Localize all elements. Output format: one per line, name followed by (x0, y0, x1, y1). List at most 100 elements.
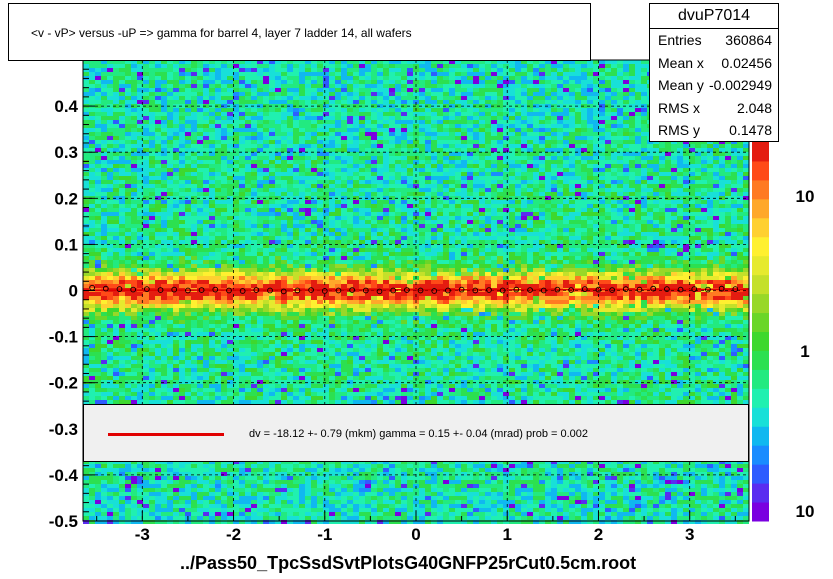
heatmap-cell (479, 228, 485, 232)
heatmap-cell (263, 128, 269, 132)
heatmap-cell (611, 144, 617, 148)
heatmap-cell (587, 132, 593, 136)
heatmap-cell (341, 72, 347, 76)
heatmap-cell (437, 172, 443, 176)
heatmap-cell (641, 180, 647, 184)
heatmap-cell (359, 84, 365, 88)
heatmap-cell (437, 140, 443, 144)
heatmap-cell (137, 228, 143, 232)
heatmap-cell (737, 200, 743, 204)
heatmap-cell (377, 80, 383, 84)
heatmap-cell (197, 68, 203, 72)
heatmap-cell (737, 152, 743, 156)
heatmap-cell (401, 212, 407, 216)
heatmap-cell (371, 112, 377, 116)
heatmap-cell (89, 240, 95, 244)
heatmap-cell (191, 88, 197, 92)
heatmap-cell (599, 156, 605, 160)
heatmap-cell (257, 152, 263, 156)
heatmap-cell (251, 80, 257, 84)
heatmap-cell (467, 88, 473, 92)
heatmap-cell (677, 200, 683, 204)
heatmap-cell (545, 100, 551, 104)
heatmap-cell (533, 120, 539, 124)
heatmap-cell (101, 88, 107, 92)
heatmap-cell (467, 208, 473, 212)
heatmap-cell (407, 180, 413, 184)
heatmap-cell (551, 228, 557, 232)
heatmap-cell (587, 224, 593, 228)
heatmap-cell (251, 108, 257, 112)
heatmap-cell (539, 72, 545, 76)
heatmap-cell (491, 204, 497, 208)
heatmap-cell (533, 88, 539, 92)
heatmap-cell (173, 176, 179, 180)
heatmap-cell (305, 132, 311, 136)
heatmap-cell (635, 80, 641, 84)
heatmap-cell (443, 228, 449, 232)
heatmap-cell (563, 144, 569, 148)
heatmap-cell (125, 92, 131, 96)
heatmap-cell (359, 220, 365, 224)
heatmap-cell (395, 148, 401, 152)
heatmap-cell (287, 88, 293, 92)
heatmap-cell (311, 60, 317, 64)
heatmap-cell (455, 108, 461, 112)
heatmap-cell (629, 208, 635, 212)
heatmap-cell (443, 72, 449, 76)
heatmap-cell (485, 128, 491, 132)
heatmap-cell (293, 228, 299, 232)
heatmap-cell (509, 76, 515, 80)
heatmap-cell (539, 148, 545, 152)
heatmap-cell (251, 208, 257, 212)
heatmap-cell (317, 84, 323, 88)
heatmap-cell (575, 148, 581, 152)
heatmap-cell (125, 96, 131, 100)
heatmap-cell (419, 68, 425, 72)
heatmap-cell (203, 192, 209, 196)
heatmap-cell (521, 72, 527, 76)
heatmap-cell (137, 72, 143, 76)
heatmap-cell (449, 188, 455, 192)
heatmap-cell (593, 148, 599, 152)
heatmap-cell (359, 176, 365, 180)
heatmap-cell (581, 132, 587, 136)
heatmap-cell (317, 216, 323, 220)
heatmap-cell (509, 68, 515, 72)
heatmap-cell (437, 60, 443, 64)
heatmap-cell (581, 108, 587, 112)
heatmap-cell (287, 84, 293, 88)
heatmap-cell (509, 128, 515, 132)
heatmap-cell (239, 228, 245, 232)
heatmap-cell (491, 68, 497, 72)
heatmap-cell (545, 152, 551, 156)
heatmap-cell (179, 84, 185, 88)
heatmap-cell (611, 200, 617, 204)
heatmap-cell (593, 84, 599, 88)
heatmap-cell (167, 204, 173, 208)
heatmap-cell (359, 168, 365, 172)
heatmap-cell (215, 72, 221, 76)
heatmap-cell (143, 92, 149, 96)
heatmap-cell (617, 224, 623, 228)
heatmap-cell (497, 140, 503, 144)
heatmap-cell (491, 208, 497, 212)
heatmap-cell (359, 156, 365, 160)
heatmap-cell (131, 184, 137, 188)
heatmap-cell (227, 124, 233, 128)
heatmap-cell (281, 72, 287, 76)
heatmap-cell (287, 132, 293, 136)
heatmap-cell (131, 228, 137, 232)
heatmap-cell (431, 168, 437, 172)
heatmap-cell (713, 156, 719, 160)
heatmap-cell (641, 132, 647, 136)
heatmap-cell (353, 100, 359, 104)
heatmap-cell (641, 108, 647, 112)
heatmap-cell (653, 172, 659, 176)
heatmap-cell (629, 168, 635, 172)
heatmap-cell (287, 212, 293, 216)
heatmap-cell (515, 208, 521, 212)
heatmap-cell (629, 200, 635, 204)
heatmap-cell (167, 84, 173, 88)
heatmap-cell (659, 236, 665, 240)
